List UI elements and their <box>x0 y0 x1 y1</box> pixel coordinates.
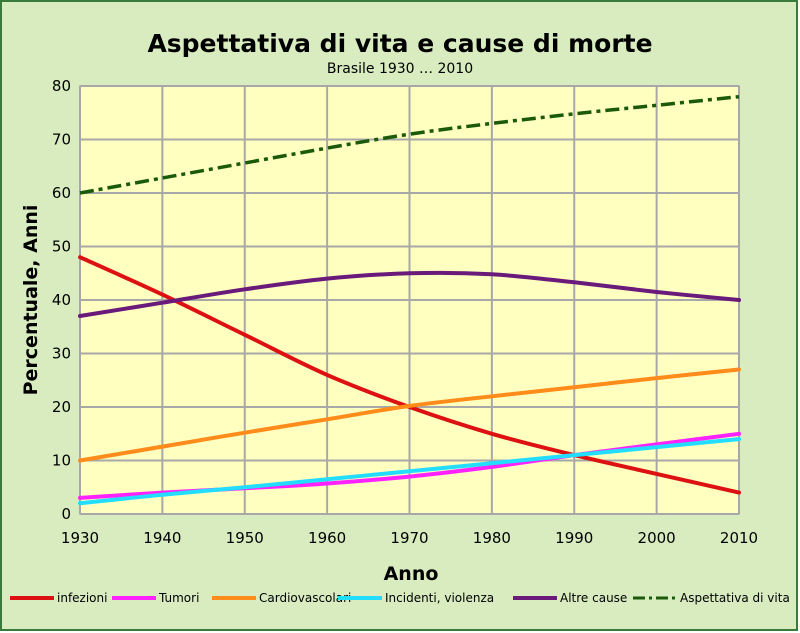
y-tick-labels: 0 10 20 30 40 50 60 70 80 <box>52 77 71 523</box>
x-tick-label: 1960 <box>308 529 346 547</box>
y-tick-label: 30 <box>52 345 71 363</box>
y-tick-label: 10 <box>52 452 71 470</box>
x-tick-labels: 1930 1940 1950 1960 1970 1980 1990 2000 2010 <box>61 529 758 547</box>
series-line-incidenti-violenza <box>78 437 741 506</box>
x-tick-label: 1990 <box>555 529 593 547</box>
legend-label-tumori: Tumori <box>158 591 199 605</box>
series-lines <box>78 94 741 506</box>
x-tick-label: 2000 <box>638 529 676 547</box>
chart-subtitle: Brasile 1930 … 2010 <box>327 61 473 77</box>
x-tick-label: 1970 <box>390 529 428 547</box>
x-axis-title: Anno <box>384 563 439 585</box>
y-tick-label: 20 <box>52 398 71 416</box>
series-line-altre-cause <box>78 270 741 318</box>
x-tick-label: 1930 <box>61 529 99 547</box>
legend-label-cardiovascolari: Cardiovascolari <box>259 591 351 605</box>
chart-title: Aspettativa di vita e cause di morte <box>147 29 652 58</box>
legend-label-altre-cause: Altre cause <box>560 591 627 605</box>
legend-label-infezioni: infezioni <box>57 591 107 605</box>
y-tick-label: 0 <box>61 505 71 523</box>
y-tick-label: 80 <box>52 77 71 95</box>
legend-label-aspettativa-di-vita: Aspettativa di vita <box>680 591 790 605</box>
series-line-cardiovascolari <box>78 367 741 463</box>
legend-label-incidenti-violenza: Incidenti, violenza <box>385 591 494 605</box>
x-tick-label: 2010 <box>720 529 758 547</box>
y-tick-label: 70 <box>52 131 71 149</box>
y-axis-title: Percentuale, Anni <box>20 205 42 396</box>
y-tick-label: 50 <box>52 238 71 256</box>
legend: infezioni Tumori Cardiovascolari Incidenti,… <box>10 591 790 605</box>
x-tick-label: 1950 <box>226 529 264 547</box>
y-tick-label: 40 <box>52 291 71 309</box>
x-tick-label: 1980 <box>473 529 511 547</box>
x-tick-label: 1940 <box>143 529 181 547</box>
y-tick-label: 60 <box>52 184 71 202</box>
